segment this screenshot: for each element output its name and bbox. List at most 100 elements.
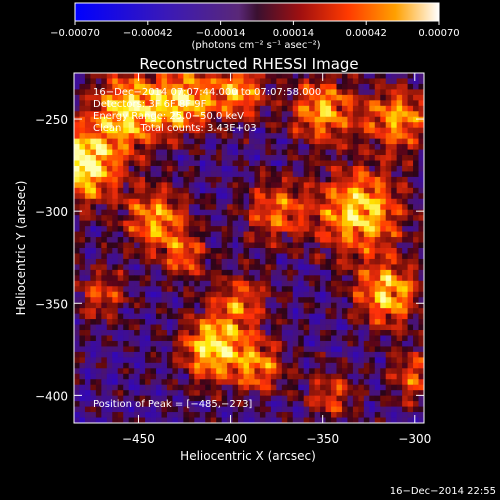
heat-cell: [385, 253, 392, 260]
heat-cell: [101, 412, 108, 418]
heat-cell: [166, 280, 173, 287]
heat-cell: [369, 302, 376, 309]
heat-cell: [156, 308, 162, 315]
heat-cell: [161, 133, 168, 140]
heat-cell: [238, 362, 244, 369]
heat-cell: [134, 264, 141, 271]
heat-cell: [123, 275, 130, 282]
heat-cell: [117, 220, 124, 227]
heat-cell: [128, 122, 135, 129]
heat-cell: [101, 395, 108, 402]
heat-cell: [74, 253, 80, 260]
heat-cell: [331, 302, 337, 309]
heat-cell: [227, 368, 233, 375]
heat-cell: [363, 373, 370, 380]
heat-cell: [84, 193, 91, 200]
heat-cell: [156, 258, 162, 265]
heat-cell: [418, 220, 424, 227]
heat-cell: [79, 280, 86, 287]
heat-cell: [413, 319, 419, 325]
heat-cell: [418, 237, 424, 243]
heat-cell: [183, 335, 190, 342]
heat-cell: [238, 193, 244, 200]
heat-cell: [320, 313, 326, 320]
heat-cell: [183, 401, 190, 407]
heat-cell: [249, 357, 255, 364]
heat-cell: [287, 231, 294, 238]
heat-cell: [134, 155, 141, 161]
heat-cell: [183, 373, 190, 380]
heat-cell: [210, 160, 217, 167]
heat-cell: [314, 165, 321, 172]
heat-cell: [303, 204, 310, 211]
heat-cell: [270, 105, 277, 112]
heat-cell: [106, 187, 113, 194]
heat-cell: [117, 269, 124, 276]
heat-cell: [281, 220, 288, 227]
heat-cell: [281, 105, 288, 112]
heat-cell: [90, 357, 97, 364]
heat-cell: [156, 149, 162, 156]
heat-cell: [90, 346, 97, 353]
heat-cell: [95, 335, 102, 342]
heat-cell: [303, 335, 310, 342]
heat-cell: [238, 149, 244, 156]
heat-cell: [216, 330, 223, 336]
heat-cell: [336, 258, 343, 265]
heat-cell: [413, 286, 419, 293]
heat-cell: [363, 171, 370, 178]
heat-cell: [331, 351, 337, 358]
heat-cell: [188, 176, 195, 183]
heat-cell: [128, 313, 135, 320]
heat-cell: [254, 319, 261, 325]
heat-cell: [314, 324, 321, 331]
heat-cell: [407, 83, 414, 90]
heat-cell: [166, 390, 173, 397]
heat-cell: [112, 297, 119, 304]
heat-cell: [402, 286, 408, 293]
heat-cell: [287, 351, 294, 358]
heat-cell: [374, 351, 381, 358]
heat-cell: [385, 215, 392, 222]
heat-cell: [128, 384, 135, 391]
heat-cell: [145, 138, 151, 145]
heat-cell: [166, 237, 173, 243]
heat-cell: [402, 78, 408, 85]
heat-cell: [352, 275, 359, 282]
heat-cell: [177, 111, 184, 118]
heat-cell: [188, 182, 195, 189]
heat-cell: [117, 111, 124, 118]
heat-cell: [79, 286, 86, 293]
heat-cell: [150, 198, 157, 205]
heat-cell: [139, 340, 146, 347]
heat-cell: [276, 100, 283, 107]
heat-cell: [254, 357, 261, 364]
heat-cell: [418, 133, 424, 140]
heat-cell: [227, 286, 233, 293]
heat-cell: [407, 258, 414, 265]
heat-cell: [238, 357, 244, 364]
heat-cell: [112, 105, 119, 112]
heat-cell: [413, 144, 419, 150]
heat-cell: [183, 384, 190, 391]
heat-cell: [276, 308, 283, 315]
heat-cell: [112, 384, 119, 391]
heat-cell: [199, 176, 206, 183]
heat-cell: [221, 291, 228, 298]
heat-cell: [101, 204, 108, 211]
heat-cell: [145, 78, 151, 85]
heat-cell: [79, 105, 86, 112]
heat-cell: [166, 155, 173, 161]
heat-cell: [232, 368, 239, 375]
heat-cell: [243, 78, 250, 85]
heat-cell: [341, 138, 348, 145]
heat-cell: [358, 144, 365, 150]
heat-cell: [161, 165, 168, 172]
heat-cell: [106, 111, 113, 118]
heat-cell: [199, 204, 206, 211]
heat-cell: [391, 330, 398, 336]
heat-cell: [336, 138, 343, 145]
heat-cell: [106, 171, 113, 178]
heat-cell: [101, 122, 108, 129]
heat-cell: [106, 94, 113, 101]
